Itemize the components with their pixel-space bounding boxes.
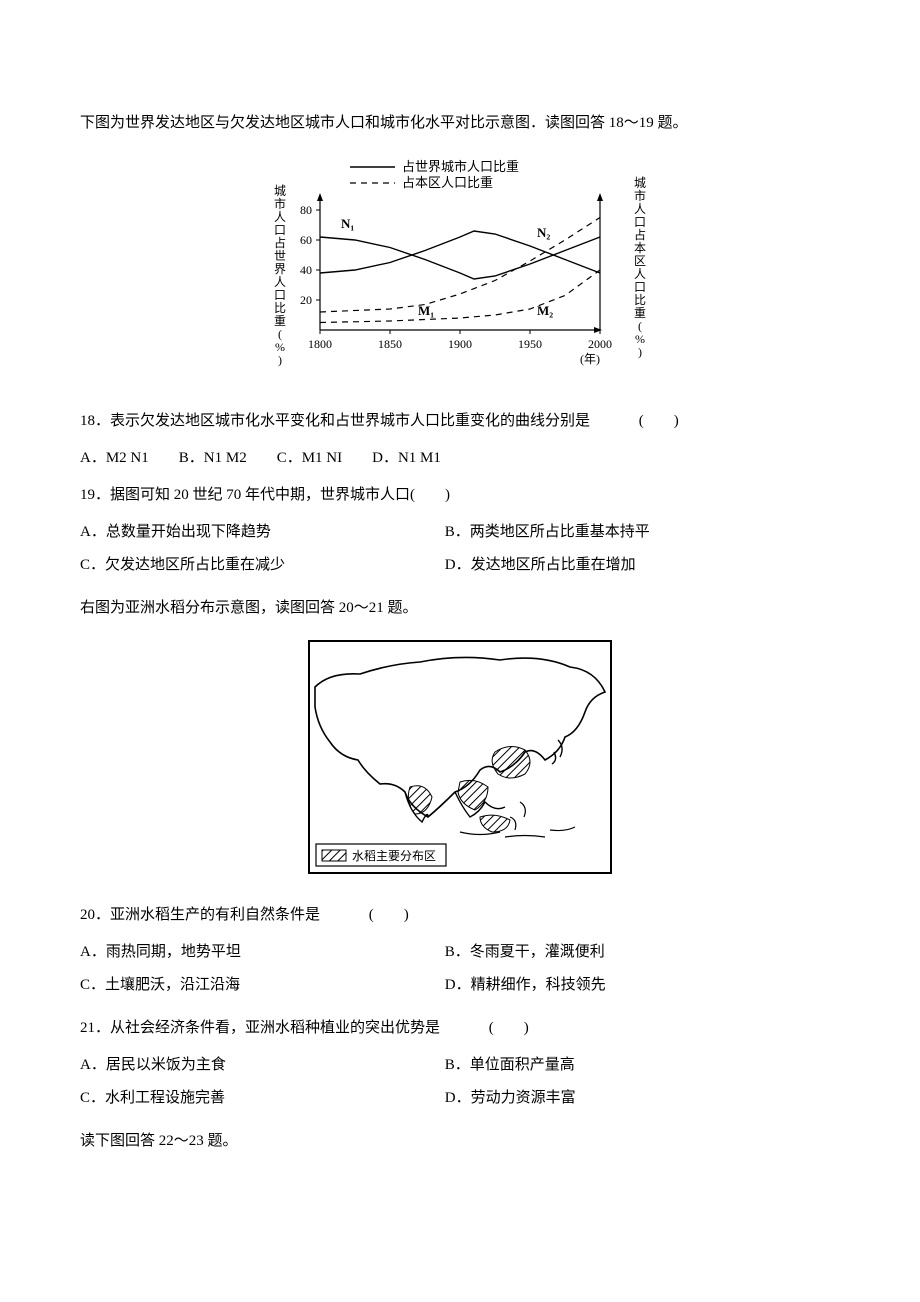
svg-text:占: 占 [634,227,646,242]
svg-text:N₂: N₂ [537,225,550,240]
q21-opt-a: A．居民以米饭为主食 [80,1052,445,1079]
svg-text:口: 口 [634,215,646,229]
q18-opt-b: B．N1 M2 [179,445,247,472]
svg-text:1800: 1800 [308,337,332,351]
q21-blank: ( ) [489,1020,529,1036]
svg-text:本: 本 [634,241,646,255]
svg-text:界: 界 [274,262,286,276]
q20-opt-c: C．土壤肥沃，沿江沿海 [80,972,445,999]
q19-opt-b: B．两类地区所占比重基本持平 [445,519,810,546]
svg-text:80: 80 [300,203,312,217]
svg-text:人: 人 [634,202,646,216]
svg-text:40: 40 [300,263,312,277]
q21-opt-d: D．劳动力资源丰富 [445,1085,810,1112]
svg-text:20: 20 [300,293,312,307]
svg-text:口: 口 [274,223,286,237]
q20-opt-a: A．雨热同期，地势平坦 [80,939,445,966]
q18-blank: ( ) [639,413,679,429]
q21-opt-c: C．水利工程设施完善 [80,1085,445,1112]
svg-text:(: ( [638,319,642,333]
svg-text:): ) [278,353,282,367]
q20-options: A．雨热同期，地势平坦 B．冬雨夏干，灌溉便利 C．土壤肥沃，沿江沿海 D．精耕… [80,939,840,1005]
q19-opt-a: A．总数量开始出现下降趋势 [80,519,445,546]
svg-text:60: 60 [300,233,312,247]
svg-text:区: 区 [634,254,646,268]
intro-text-1: 下图为世界发达地区与欠发达地区城市人口和城市化水平对比示意图．读图回答 18～1… [80,110,840,137]
svg-text:水稻主要分布区: 水稻主要分布区 [352,849,436,863]
urbanization-chart: 占世界城市人口比重占本区人口比重204060801800185019001950… [80,155,840,390]
svg-text:M₁: M₁ [418,303,434,318]
svg-text:): ) [638,345,642,359]
svg-text:M₂: M₂ [537,303,553,318]
svg-text:城: 城 [274,184,286,198]
svg-text:人: 人 [274,275,286,289]
q18-opt-a: A．M2 N1 [80,445,149,472]
question-18: 18．表示欠发达地区城市化水平变化和占世界城市人口比重变化的曲线分别是 ( ) [80,408,840,435]
svg-text:占本区人口比重: 占本区人口比重 [402,175,493,190]
svg-text:重: 重 [274,314,286,328]
intro-text-3: 读下图回答 22～23 题。 [80,1128,840,1155]
svg-text:重: 重 [634,306,646,320]
svg-text:占世界城市人口比重: 占世界城市人口比重 [402,159,519,174]
svg-text:2000: 2000 [588,337,612,351]
svg-text:人: 人 [274,210,286,224]
svg-text:1950: 1950 [518,337,542,351]
question-21: 21．从社会经济条件看，亚洲水稻种植业的突出优势是 ( ) [80,1015,840,1042]
q18-text: 18．表示欠发达地区城市化水平变化和占世界城市人口比重变化的曲线分别是 [80,413,590,429]
svg-text:市: 市 [274,196,286,211]
q21-opt-b: B．单位面积产量高 [445,1052,810,1079]
q20-text: 20．亚洲水稻生产的有利自然条件是 [80,907,320,923]
svg-text:(年): (年) [580,352,600,366]
svg-text:比: 比 [274,301,286,315]
svg-text:(: ( [278,327,282,341]
svg-text:1850: 1850 [378,337,402,351]
question-19: 19．据图可知 20 世纪 70 年代中期，世界城市人口( ) [80,482,840,509]
svg-text:市: 市 [634,188,646,203]
asia-rice-map: 水稻主要分布区 [80,640,840,884]
q21-options: A．居民以米饭为主食 B．单位面积产量高 C．水利工程设施完善 D．劳动力资源丰… [80,1052,840,1118]
q20-opt-b: B．冬雨夏干，灌溉便利 [445,939,810,966]
svg-text:世: 世 [274,249,286,263]
svg-text:城: 城 [634,176,646,190]
q18-opt-c: C．M1 NI [277,445,342,472]
svg-text:%: % [635,332,645,346]
svg-text:比: 比 [634,293,646,307]
q18-options: A．M2 N1 B．N1 M2 C．M1 NI D．N1 M1 [80,445,840,472]
q19-opt-c: C．欠发达地区所占比重在减少 [80,552,445,579]
svg-text:占: 占 [274,235,286,250]
svg-text:N₁: N₁ [341,216,354,231]
svg-text:口: 口 [274,288,286,302]
svg-text:1900: 1900 [448,337,472,351]
q20-blank: ( ) [369,907,409,923]
svg-text:%: % [275,340,285,354]
q19-options: A．总数量开始出现下降趋势 B．两类地区所占比重基本持平 C．欠发达地区所占比重… [80,519,840,585]
svg-text:口: 口 [634,280,646,294]
question-20: 20．亚洲水稻生产的有利自然条件是 ( ) [80,902,840,929]
q19-opt-d: D．发达地区所占比重在增加 [445,552,810,579]
q20-opt-d: D．精耕细作，科技领先 [445,972,810,999]
svg-text:人: 人 [634,267,646,281]
q18-opt-d: D．N1 M1 [372,445,441,472]
intro-text-2: 右图为亚洲水稻分布示意图，读图回答 20～21 题。 [80,595,840,622]
q21-text: 21．从社会经济条件看，亚洲水稻种植业的突出优势是 [80,1020,440,1036]
